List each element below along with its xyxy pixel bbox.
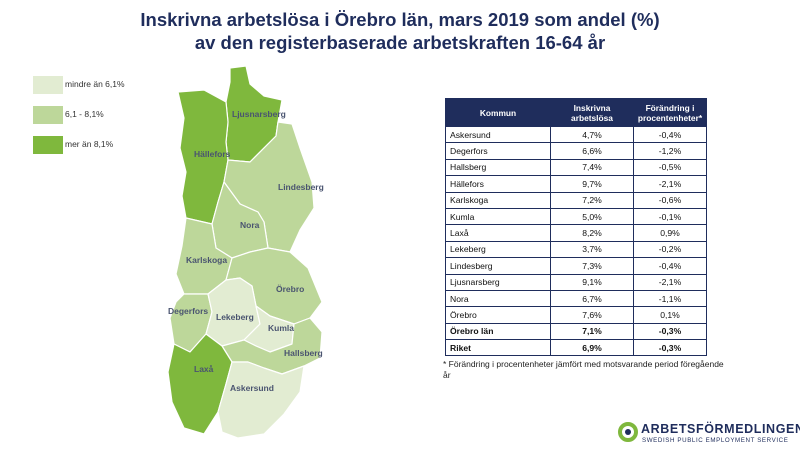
map-label-lekeberg: Lekeberg	[216, 312, 254, 322]
cell-forandring: -2,1%	[633, 175, 707, 193]
table-row: Riket 6,9% -0,3%	[445, 339, 707, 357]
cell-forandring: -0,6%	[633, 191, 707, 209]
cell-andel: 9,7%	[550, 175, 634, 193]
cell-forandring: 0,1%	[633, 306, 707, 324]
table-row: Degerfors 6,6% -1,2%	[445, 142, 707, 160]
cell-kommun: Örebro län	[445, 322, 551, 341]
cell-kommun: Örebro	[445, 306, 551, 324]
map-label-ljusnarsberg: Ljusnarsberg	[232, 109, 286, 119]
table-row: Lekeberg 3,7% -0,2%	[445, 240, 707, 259]
table-row: Karlskoga 7,2% -0,6%	[445, 191, 707, 209]
table-row: Lindesberg 7,3% -0,4%	[445, 257, 707, 275]
cell-andel: 7,1%	[550, 322, 634, 341]
cell-andel: 6,6%	[550, 142, 634, 160]
table-body: Askersund 4,7% -0,4% Degerfors 6,6% -1,2% Hall…	[445, 125, 707, 357]
header-kommun: Kommun	[445, 98, 551, 127]
cell-kommun: Laxå	[445, 224, 551, 242]
cell-kommun: Ljusnarsberg	[445, 273, 551, 291]
cell-forandring: -0,3%	[633, 322, 707, 341]
map-label-kumla: Kumla	[268, 323, 294, 333]
table-row: Örebro län 7,1% -0,3%	[445, 322, 707, 341]
cell-forandring: -1,1%	[633, 289, 707, 308]
table-row: Askersund 4,7% -0,4%	[445, 125, 707, 144]
cell-andel: 4,7%	[550, 125, 634, 144]
cell-forandring: -2,1%	[633, 273, 707, 291]
table-row: Hällefors 9,7% -2,1%	[445, 175, 707, 193]
map-label-askersund: Askersund	[230, 383, 274, 393]
table-row: Örebro 7,6% 0,1%	[445, 306, 707, 324]
cell-andel: 5,0%	[550, 207, 634, 226]
cell-kommun: Askersund	[445, 125, 551, 144]
legend-swatch-low	[33, 76, 63, 94]
map-label-orebro: Örebro	[276, 284, 304, 294]
cell-forandring: -0,1%	[633, 207, 707, 226]
map-label-nora: Nora	[240, 220, 260, 230]
cell-kommun: Nora	[445, 289, 551, 308]
map-label-hallsberg: Hallsberg	[284, 348, 323, 358]
table-row: Ljusnarsberg 9,1% -2,1%	[445, 273, 707, 291]
cell-forandring: -1,2%	[633, 142, 707, 160]
legend-label-high: mer än 8,1%	[65, 139, 114, 149]
cell-kommun: Hallsberg	[445, 158, 551, 177]
cell-kommun: Riket	[445, 339, 551, 357]
cell-forandring: -0,5%	[633, 158, 707, 177]
cell-andel: 9,1%	[550, 273, 634, 291]
cell-kommun: Karlskoga	[445, 191, 551, 209]
map-label-lindesberg: Lindesberg	[278, 182, 324, 192]
page-title: Inskrivna arbetslösa i Örebro län, mars …	[0, 8, 800, 54]
cell-forandring: -0,4%	[633, 125, 707, 144]
legend-swatch-mid	[33, 106, 63, 124]
cell-andel: 7,4%	[550, 158, 634, 177]
county-map-svg: Ljusnarsberg Hällefors Lindesberg Nora K…	[167, 65, 324, 439]
cell-kommun: Lindesberg	[445, 257, 551, 275]
map-label-laxa: Laxå	[194, 364, 214, 374]
cell-kommun: Hällefors	[445, 175, 551, 193]
legend-swatch-high	[33, 136, 63, 154]
table-header-row: Kommun Inskrivna arbetslösa Förändring i…	[445, 98, 707, 127]
legend-label-low: mindre än 6,1%	[65, 79, 125, 89]
cell-andel: 6,9%	[550, 339, 634, 357]
cell-andel: 7,3%	[550, 257, 634, 275]
logo-mark-icon	[618, 422, 638, 442]
table-row: Laxå 8,2% 0,9%	[445, 224, 707, 242]
unemployment-table: Kommun Inskrivna arbetslösa Förändring i…	[445, 98, 707, 357]
map-label-hallefors: Hällefors	[194, 149, 231, 159]
cell-kommun: Lekeberg	[445, 240, 551, 259]
cell-andel: 8,2%	[550, 224, 634, 242]
cell-forandring: -0,4%	[633, 257, 707, 275]
map-label-karlskoga: Karlskoga	[186, 255, 227, 265]
header-inskrivna: Inskrivna arbetslösa	[550, 98, 634, 127]
cell-andel: 7,2%	[550, 191, 634, 209]
logo-subtitle: SWEDISH PUBLIC EMPLOYMENT SERVICE	[642, 437, 789, 444]
cell-kommun: Degerfors	[445, 142, 551, 160]
cell-andel: 7,6%	[550, 306, 634, 324]
cell-forandring: -0,2%	[633, 240, 707, 259]
region-askersund[interactable]	[217, 361, 305, 439]
cell-andel: 6,7%	[550, 289, 634, 308]
legend-label-mid: 6,1 - 8,1%	[65, 109, 104, 119]
title-line-1: Inskrivna arbetslösa i Örebro län, mars …	[140, 9, 660, 30]
table-footnote: * Förändring i procentenheter jämfört me…	[443, 359, 724, 380]
map-label-degerfors: Degerfors	[168, 306, 208, 316]
table-row: Nora 6,7% -1,1%	[445, 289, 707, 308]
title-line-2: av den registerbaserade arbetskraften 16…	[194, 32, 606, 53]
logo-name: ARBETSFÖRMEDLINGEN	[641, 422, 800, 436]
county-map: Ljusnarsberg Hällefors Lindesberg Nora K…	[160, 62, 340, 442]
cell-forandring: -0,3%	[633, 339, 707, 357]
cell-andel: 3,7%	[550, 240, 634, 259]
cell-kommun: Kumla	[445, 207, 551, 226]
header-forandring: Förändring i procentenheter*	[633, 98, 707, 127]
table-row: Hallsberg 7,4% -0,5%	[445, 158, 707, 177]
table-row: Kumla 5,0% -0,1%	[445, 207, 707, 226]
cell-forandring: 0,9%	[633, 224, 707, 242]
